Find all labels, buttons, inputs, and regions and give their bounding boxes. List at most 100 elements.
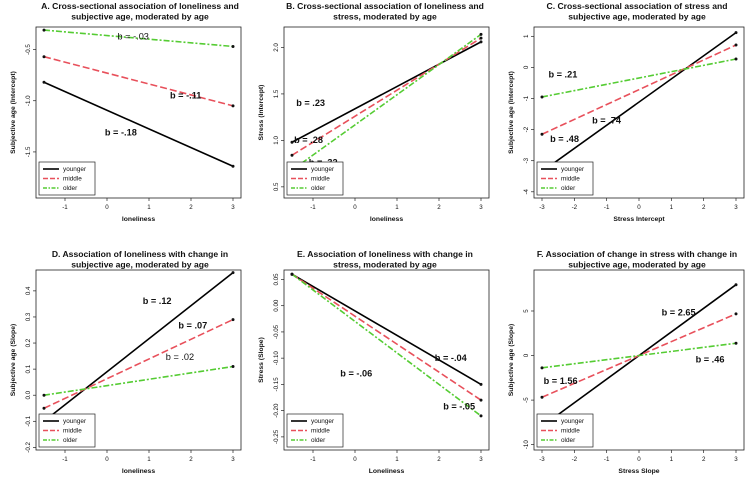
panel-b-x-tick-label: 3 [479,204,483,211]
panel-e-y-tick-label: -0.05 [273,324,280,339]
panel-a-y-tick-label: -0.5 [25,44,32,55]
panel-e-legend-box [286,413,344,448]
panel-a: A. Cross-sectional association of loneli… [10,1,242,223]
panel-c-y-tick-label: -2 [523,126,530,132]
panel-e-legend: younger middle older [286,413,344,448]
panel-d-y-axis-label: Subjective age (Slope) [10,324,17,397]
panel-a-point-older [42,28,46,32]
panel-c-slope-label: b = .21 [548,69,577,79]
panel-f-title-line-2: subjective age, moderated by age [568,260,706,270]
panel-d-series-middle [43,318,234,409]
panel-f-legend-label-older: older [561,437,576,444]
panel-a-x-tick-label: 3 [231,204,235,211]
panel-d-slope-label: b = .12 [143,296,172,306]
panel-b-point-middle [479,36,483,40]
panel-e-point-older [290,272,294,276]
panel-e-x-tick-label: 2 [437,456,441,463]
panel-a-x-tick-label: 1 [147,204,151,211]
panel-d-x-tick-label: 2 [189,456,193,463]
panel-f-y-tick-label: 5 [523,309,530,313]
panel-a-series-middle [43,55,234,107]
panel-b-point-younger [290,140,294,144]
panel-e-y-axis-label: Stress (Slope) [258,337,265,383]
panel-c-y-tick-label: -1 [523,95,530,101]
panel-d-point-older [42,393,46,397]
panel-c-x-tick-label: -3 [539,204,545,211]
panel-e-series-younger [291,273,482,386]
panel-e-legend-label-older: older [311,437,326,444]
panel-d-point-older [231,365,235,369]
panel-c-y-tick-label: -4 [523,188,530,194]
panel-c-x-tick-label: 0 [637,204,641,211]
panel-c-y-tick-label: 1 [523,34,530,38]
panel-c-point-younger [734,31,738,35]
panel-c-x-tick-label: -2 [572,204,578,211]
panel-f: F. Association of change in stress with … [508,249,745,475]
panel-e-x-tick-label: 0 [353,456,357,463]
panel-d-y-tick-label: 0.4 [25,286,32,295]
panel-e-series-middle [291,273,482,401]
panel-e-slope-label: b = -.05 [443,402,475,412]
panel-a-x-axis-label: loneliness [122,216,155,223]
panel-d-y-tick-label: 0.0 [25,390,32,399]
panel-f-y-axis-label: Subjective age (Slope) [508,324,515,397]
panel-d-y-tick-label: 0.2 [25,338,32,347]
panel-a-x-tick-label: 0 [105,204,109,211]
panel-b-y-tick-label: 0.5 [273,182,280,191]
panel-b-plot-frame [283,26,490,199]
panel-d-x-tick-label: 3 [231,456,235,463]
panel-d-legend-box [38,413,96,448]
panel-b-y-tick-label: 2.0 [273,43,280,52]
panel-c-title-line-2: subjective age, moderated by age [568,12,706,22]
panel-f-y-tick-label: -5 [523,397,530,403]
panel-f-legend-label-middle: middle [561,428,580,435]
panel-d-plot-frame [35,269,242,451]
panel-d-y-tick-label: 0.1 [25,364,32,373]
panel-c-y-tick-label: -3 [523,157,530,163]
panel-e-y-tick-label: -0.15 [273,377,280,392]
panel-e-y-tick-label: -0.10 [273,351,280,366]
panel-a-legend-label-older: older [63,185,78,192]
panel-a-y-tick-label: -1.5 [25,146,32,157]
panel-c-legend: younger middle older [536,161,594,196]
panel-d-legend-label-younger: younger [63,418,87,425]
panel-e-plot-frame [283,269,490,451]
panel-b-title-line-2: stress, moderated by age [333,12,437,22]
panel-b-slope-label: b = .23 [296,98,325,108]
panel-c-x-tick-label: 3 [734,204,738,211]
panel-d-point-middle [42,406,46,410]
panel-b-x-tick-label: -1 [310,204,316,211]
panel-e-x-tick-label: 3 [479,456,483,463]
panel-e-title-line-1: E. Association of loneliness with change… [297,249,473,259]
panel-a-x-tick-label: -1 [62,204,68,211]
panel-a-slope-label: b = -.18 [105,128,137,138]
panel-f-legend-box [536,413,594,448]
panel-d-series-younger [43,271,234,422]
panel-d-x-tick-label: -1 [62,456,68,463]
panel-a-point-older [231,44,235,48]
panel-c-slope-label: b = .74 [592,115,622,125]
panel-a-slope-label: b = -.03 [118,31,149,41]
panel-c-legend-label-older: older [561,185,576,192]
panel-b-y-axis-label: Stress (Intercept) [258,85,265,141]
panel-a-slope-label: b = -.11 [170,91,201,101]
panel-b-series-older [291,33,482,171]
panel-c-series-middle [541,44,737,135]
panel-a-title-line-1: A. Cross-sectional association of loneli… [41,1,239,11]
panel-f-point-older [734,341,738,345]
panel-f-x-tick-label: -2 [572,456,578,463]
panel-a-legend-label-middle: middle [63,176,82,183]
panel-e-y-tick-label: -0.25 [273,429,280,444]
panel-f-x-tick-label: 1 [670,456,674,463]
panel-f-point-middle [734,312,738,316]
panel-d-title-line-2: subjective age, moderated by age [71,260,209,270]
panel-a-legend-label-younger: younger [63,166,87,173]
panel-b-y-tick-label: 1.5 [273,89,280,98]
panel-b-x-axis-label: loneliness [370,216,403,223]
panel-c-x-tick-label: 1 [670,204,674,211]
panel-f-legend: younger middle older [536,413,594,448]
panel-b-slope-label: b = .28 [294,135,323,145]
panel-b-x-tick-label: 2 [437,204,441,211]
panel-a-y-tick-label: -1.0 [25,95,32,106]
